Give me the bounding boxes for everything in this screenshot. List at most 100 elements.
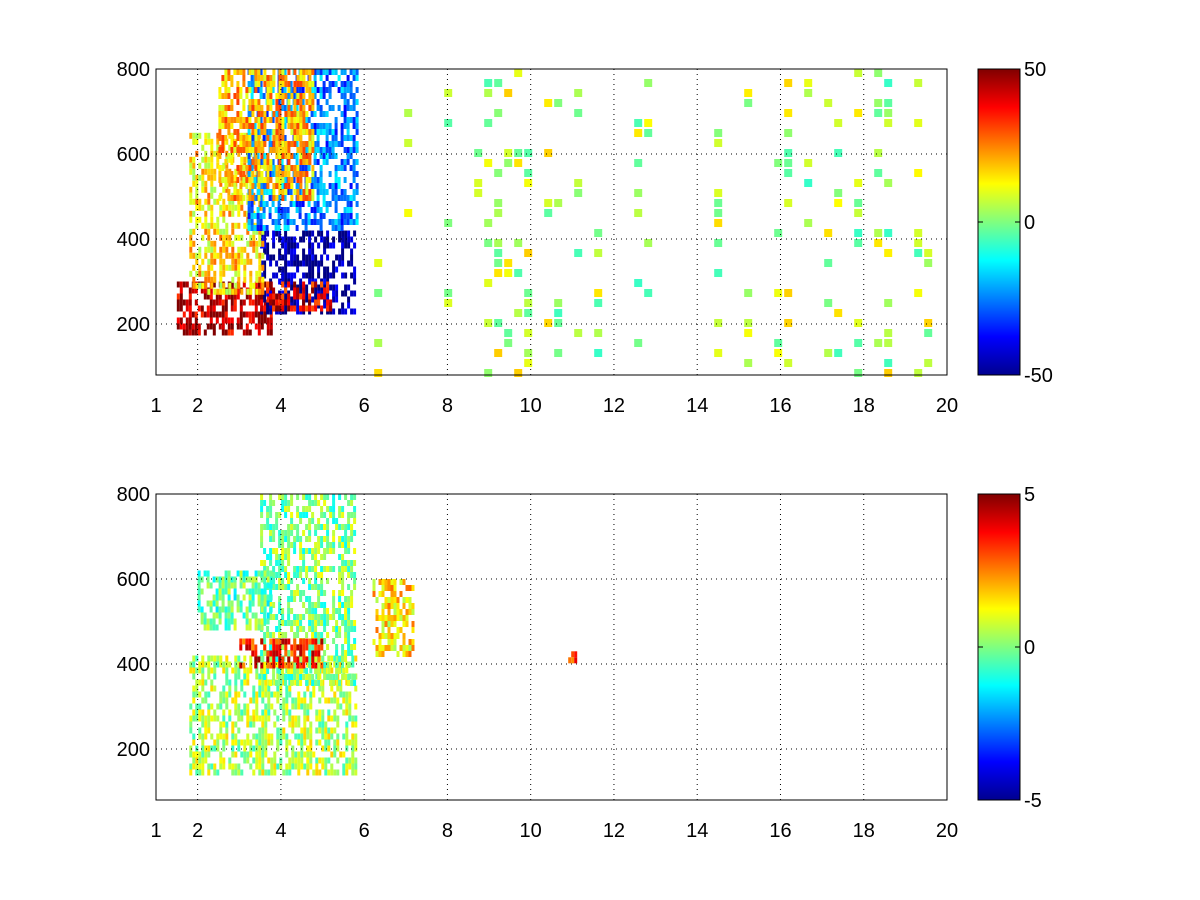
heatmap-cell <box>318 697 322 704</box>
heatmap-cell <box>634 159 643 167</box>
colorbar-tick-label: 5 <box>1024 484 1035 506</box>
heatmap-cell <box>347 236 351 243</box>
heatmap-cell <box>255 697 259 704</box>
heatmap-cell <box>268 141 272 147</box>
heatmap-cell <box>320 524 324 530</box>
heatmap-cell <box>284 644 288 651</box>
heatmap-cell <box>218 147 222 153</box>
heatmap-cell <box>254 618 258 625</box>
heatmap-cell <box>290 542 294 548</box>
heatmap-cell <box>275 293 279 300</box>
heatmap-cell <box>204 198 208 205</box>
heatmap-cell <box>189 745 193 752</box>
heatmap-cell <box>272 111 276 117</box>
heatmap-cell <box>338 494 342 500</box>
heatmap-cell <box>272 530 276 536</box>
heatmap-cell <box>271 219 275 225</box>
heatmap-cell <box>216 769 220 776</box>
heatmap-cell <box>274 207 278 213</box>
heatmap-cell <box>299 284 303 291</box>
heatmap-cell <box>284 266 288 273</box>
heatmap-cell <box>305 494 309 500</box>
heatmap-cell <box>316 207 320 213</box>
heatmap-cell <box>337 219 341 225</box>
heatmap-cell <box>281 147 285 153</box>
heatmap-cell <box>258 258 262 265</box>
heatmap-cell <box>263 524 267 530</box>
heatmap-cell <box>255 733 259 740</box>
heatmap-cell <box>350 590 354 596</box>
heatmap-cell <box>299 566 303 572</box>
heatmap-cell <box>234 234 238 241</box>
heatmap-cell <box>278 278 282 285</box>
heatmap-cell <box>343 147 347 153</box>
heatmap-cell <box>340 159 344 165</box>
heatmap-cell <box>352 75 356 81</box>
heatmap-cell <box>784 169 793 177</box>
heatmap-cell <box>279 757 283 764</box>
heatmap-cell <box>351 769 355 776</box>
heatmap-cell <box>302 530 306 536</box>
heatmap-cell <box>254 75 258 81</box>
heatmap-cell <box>198 252 202 259</box>
heatmap-cell <box>281 117 285 123</box>
heatmap-cell <box>351 733 355 740</box>
heatmap-cell <box>290 260 294 267</box>
heatmap-cell <box>224 588 228 595</box>
heatmap-cell <box>306 745 310 752</box>
heatmap-cell <box>554 309 563 317</box>
heatmap-cell <box>326 674 330 680</box>
heatmap-cell <box>283 117 287 123</box>
heatmap-cell <box>299 542 303 548</box>
heatmap-cell <box>284 153 288 159</box>
heatmap-cell <box>233 293 237 300</box>
heatmap-cell <box>333 727 337 734</box>
heatmap-cell <box>320 230 324 237</box>
heatmap-cell <box>544 199 553 207</box>
heatmap-cell <box>257 582 261 589</box>
heatmap-cell <box>281 135 285 141</box>
heatmap-cell <box>313 153 317 159</box>
heatmap-cell <box>263 129 267 135</box>
heatmap-cell <box>179 299 183 306</box>
heatmap-cell <box>224 87 228 93</box>
heatmap-cell <box>239 195 243 201</box>
heatmap-cell <box>262 225 266 231</box>
heatmap-cell <box>209 323 213 330</box>
heatmap-cell <box>353 644 357 650</box>
heatmap-cell <box>331 153 335 159</box>
heatmap-cell <box>338 308 342 315</box>
heatmap-cell <box>319 207 323 213</box>
heatmap-cell <box>266 626 270 632</box>
heatmap-cell <box>272 632 276 638</box>
heatmap-cell <box>404 109 413 117</box>
heatmap-cell <box>408 585 412 591</box>
heatmap-cell <box>192 757 196 764</box>
heatmap-cell <box>335 296 339 303</box>
heatmap-cell <box>251 195 255 201</box>
heatmap-cell <box>353 290 357 297</box>
heatmap-cell <box>195 709 199 716</box>
heatmap-cell <box>287 584 291 590</box>
heatmap-cell <box>264 679 268 686</box>
heatmap-cell <box>269 329 273 336</box>
heatmap-cell <box>287 650 291 656</box>
heatmap-cell <box>267 685 271 692</box>
heatmap-cell <box>245 624 249 631</box>
heatmap-cell <box>320 590 324 596</box>
heatmap-cell <box>266 524 270 530</box>
heatmap-cell <box>322 183 326 189</box>
heatmap-cell <box>308 81 312 87</box>
heatmap-cell <box>298 207 302 213</box>
heatmap-cell <box>288 709 292 716</box>
heatmap-cell <box>336 745 340 752</box>
heatmap-cell <box>332 530 336 536</box>
heatmap-cell <box>269 632 273 638</box>
heatmap-cell <box>308 248 312 255</box>
heatmap-cell <box>222 721 226 728</box>
heatmap-cell <box>344 656 348 662</box>
heatmap-cell <box>256 87 260 93</box>
heatmap-cell <box>320 506 324 512</box>
heatmap-cell <box>239 189 243 195</box>
heatmap-cell <box>554 199 563 207</box>
